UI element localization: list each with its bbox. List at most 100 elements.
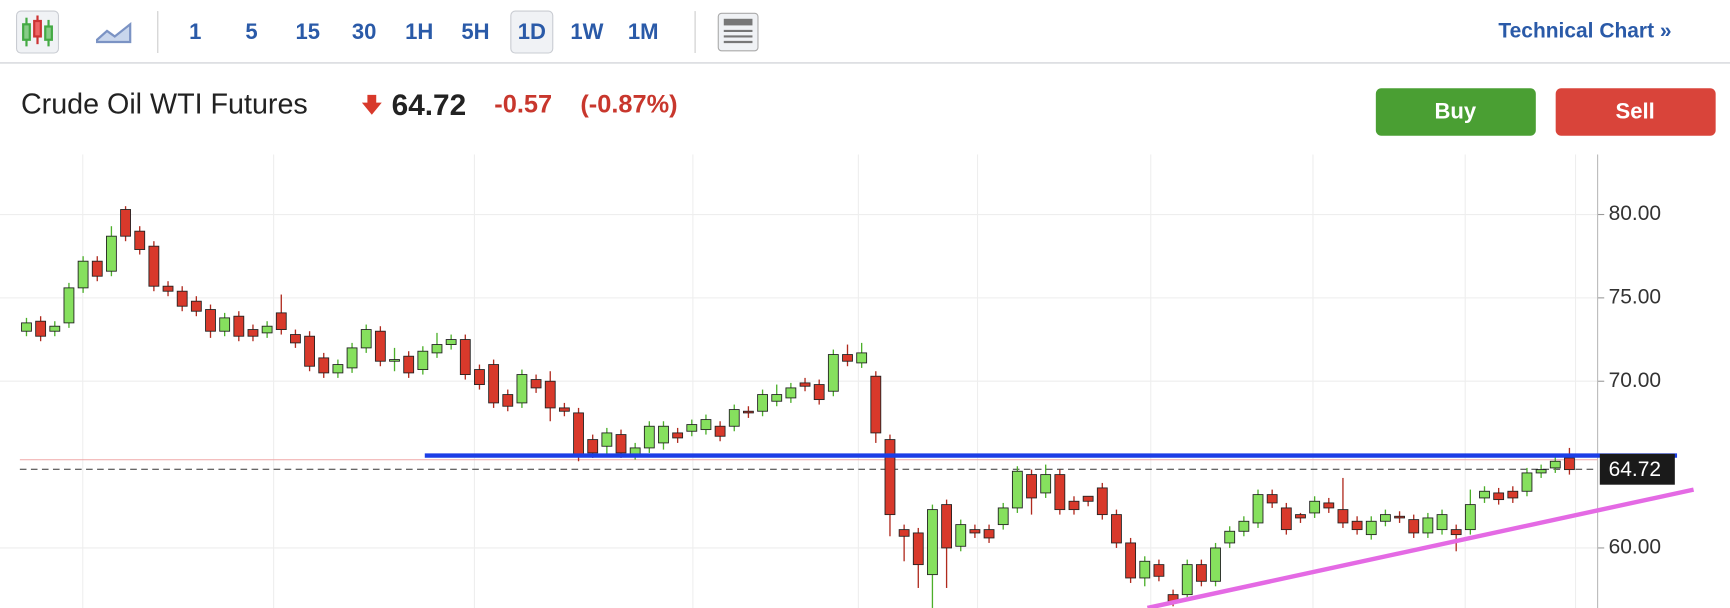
candle-body	[1323, 502, 1335, 509]
candle-body	[1351, 520, 1363, 531]
y-tick-label: 75.00	[1609, 285, 1661, 308]
candle-body	[1040, 474, 1052, 494]
candle-body	[1068, 500, 1080, 511]
candle-body	[1238, 520, 1250, 532]
technical-chart-link[interactable]: Technical Chart »	[1498, 20, 1671, 43]
candle-body	[120, 209, 131, 237]
candle-body	[360, 329, 372, 349]
candle-body	[573, 412, 584, 457]
y-tick-label: 80.00	[1609, 202, 1661, 225]
y-tick-label: 70.00	[1609, 369, 1661, 392]
candle-body	[1295, 514, 1306, 519]
candle-body	[1054, 474, 1066, 511]
down-arrow	[361, 94, 382, 115]
candle-body	[658, 425, 669, 444]
candle-body	[49, 325, 61, 332]
candle-body	[870, 375, 882, 434]
buy-label: Buy	[1434, 98, 1476, 123]
candle-body	[1266, 494, 1278, 504]
interval-button[interactable]: 1H	[405, 19, 433, 44]
candle-body	[346, 347, 358, 369]
candle-body	[941, 504, 952, 549]
candle-body	[743, 410, 754, 414]
candle-body	[1535, 469, 1547, 474]
candle-body	[1549, 460, 1561, 469]
candle-body	[134, 230, 146, 250]
interval-button[interactable]: 15	[296, 19, 321, 44]
candle-body	[205, 309, 216, 332]
line-icon[interactable]	[95, 22, 132, 44]
candle-body	[275, 312, 287, 330]
interval-group: 1 5 15 30 1H 5H 1D 1W 1M	[189, 10, 659, 54]
candle-body	[686, 424, 698, 432]
candle-body	[856, 352, 868, 364]
candle-body	[983, 529, 995, 539]
candle-body	[1026, 474, 1037, 499]
candle-body	[1096, 487, 1108, 516]
price-badge	[1599, 453, 1675, 485]
candle-body	[1521, 472, 1533, 492]
candle-body	[233, 315, 245, 337]
candle-body	[106, 235, 117, 272]
candle-body	[502, 394, 514, 407]
interval-button[interactable]: 5	[245, 19, 257, 44]
candle-body	[672, 432, 684, 439]
candle-body	[558, 407, 570, 412]
candle-body	[1210, 547, 1221, 582]
buy-button[interactable]	[1375, 88, 1536, 136]
candle-body	[190, 300, 202, 312]
candle-body	[1280, 507, 1292, 531]
candle-icon	[22, 15, 53, 47]
candle-body	[530, 379, 542, 389]
candle-body	[431, 344, 443, 354]
candle-body	[601, 432, 613, 447]
candle-body	[304, 335, 315, 367]
candle-body	[1011, 470, 1023, 509]
candle-body	[63, 287, 75, 324]
candle-body	[488, 364, 500, 404]
candle-body	[1125, 542, 1137, 579]
candle-body	[389, 359, 400, 362]
change: -0.57	[494, 91, 552, 119]
candle-body	[884, 439, 896, 516]
candle-body	[318, 357, 330, 374]
candle-body	[1479, 490, 1490, 499]
candle-body	[374, 330, 386, 362]
candle-body	[459, 339, 471, 376]
candle-body	[1195, 564, 1207, 582]
candle-body	[35, 320, 47, 337]
candle-body	[1224, 530, 1236, 544]
interval-button[interactable]: 1	[189, 19, 201, 44]
candle-body	[912, 532, 924, 566]
candle-body	[91, 260, 103, 277]
news-icon[interactable]	[717, 12, 759, 52]
candle-body	[1252, 494, 1264, 524]
interval-button[interactable]: 1M	[628, 19, 659, 44]
candle-body	[587, 439, 599, 454]
candle-body	[757, 394, 768, 412]
candle-body	[1111, 514, 1122, 544]
interval-button[interactable]: 1W	[570, 19, 603, 44]
candle-body	[1337, 509, 1349, 524]
interval-button[interactable]: 1D	[518, 19, 546, 44]
sell-label: Sell	[1616, 98, 1655, 123]
change-percent: (-0.87%)	[580, 91, 677, 119]
candle-body	[1309, 500, 1321, 514]
candle-body	[1564, 457, 1575, 471]
interval-button[interactable]: 5H	[461, 19, 489, 44]
candle-body	[1380, 514, 1391, 522]
candle-body	[927, 509, 938, 576]
candle-body	[955, 524, 967, 547]
interval-button[interactable]: 30	[352, 19, 377, 44]
candle-body	[1422, 517, 1434, 534]
candle-body	[898, 529, 910, 537]
sell-button[interactable]	[1555, 88, 1716, 136]
candle-body	[1493, 492, 1505, 501]
toolbar: 1 5 15 30 1H 5H 1D 1W 1M Technical Chart »	[0, 10, 1730, 64]
candle-body	[799, 382, 811, 387]
candle-body	[771, 394, 783, 402]
candle-body	[332, 364, 344, 374]
candle-body	[77, 260, 89, 289]
candle-body	[1153, 564, 1165, 577]
candle-body	[21, 322, 32, 332]
